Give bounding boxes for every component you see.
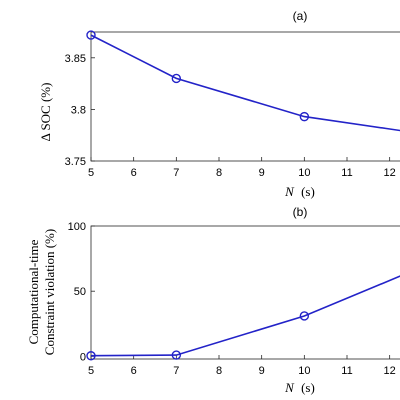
panel-b-x-axis-var: N — [284, 380, 295, 395]
panel-a-data-point — [86, 30, 96, 40]
panel-b: (b) 5 6 7 8 9 10 11 12 0 50 100 Computational-tim… — [26, 205, 400, 395]
panel-a-x-axis-var: N — [284, 184, 295, 199]
panel-a-x-ticks: 5 6 7 8 9 10 11 12 — [88, 157, 396, 179]
panel-a: (a) 5 6 7 8 9 10 11 12 3.75 3.8 3.85 Δ SOC (%) N … — [38, 9, 400, 199]
panel-b-y-axis-label-line1: Computational-time — [26, 239, 41, 344]
panel-b-series — [86, 275, 400, 361]
panel-a-y-tick-label: 3.75 — [65, 156, 86, 168]
panel-a-x-tick-label: 6 — [131, 167, 137, 179]
panel-b-y-axis-label-line2: Constraint violation (%) — [42, 229, 57, 355]
panel-a-title: (a) — [293, 9, 308, 23]
panel-b-y-tick-label: 100 — [68, 221, 86, 233]
panel-a-x-tick-label: 12 — [384, 167, 396, 179]
panel-b-x-tick-label: 8 — [216, 365, 222, 377]
panel-b-x-tick-label: 5 — [88, 365, 94, 377]
panel-a-plot-frame — [90, 31, 400, 162]
panel-b-data-point — [171, 350, 182, 360]
panel-b-x-tick-label: 12 — [384, 365, 396, 377]
panel-a-series — [86, 30, 400, 132]
panel-b-y-tick-label: 0 — [80, 351, 86, 363]
panel-b-x-tick-label: 6 — [131, 365, 137, 377]
panel-b-y-tick-label: 50 — [74, 286, 86, 298]
panel-b-x-tick-label: 10 — [298, 365, 310, 377]
panel-a-y-ticks: 3.75 3.8 3.85 — [65, 53, 95, 168]
panel-a-series-line — [90, 34, 400, 132]
panel-a-x-tick-label: 10 — [298, 167, 310, 179]
panel-b-y-ticks: 0 50 100 — [68, 221, 95, 363]
panel-b-plot-frame — [90, 225, 400, 360]
panel-a-x-tick-label: 9 — [259, 167, 265, 179]
panel-b-x-tick-label: 7 — [173, 365, 179, 377]
panel-b-data-point — [299, 311, 310, 321]
panel-a-y-tick-label: 3.85 — [65, 53, 86, 65]
panel-b-x-axis-label: N (s) — [284, 380, 315, 395]
panel-a-data-point — [299, 111, 310, 122]
panel-b-x-ticks: 5 6 7 8 9 10 11 12 — [88, 355, 396, 377]
panel-a-data-point — [171, 73, 182, 84]
panel-a-y-axis-label: Δ SOC (%) — [38, 83, 53, 142]
panel-b-series-line — [90, 275, 400, 357]
panel-a-x-tick-label: 5 — [88, 167, 94, 179]
panel-b-x-tick-label: 11 — [341, 365, 352, 377]
panel-a-x-axis-unit: (s) — [301, 184, 315, 199]
panel-b-title: (b) — [293, 205, 308, 219]
panel-a-x-axis-label: N (s) — [284, 184, 315, 199]
panel-a-x-tick-label: 7 — [173, 167, 179, 179]
panel-a-y-tick-label: 3.8 — [71, 104, 86, 116]
panel-b-x-tick-label: 9 — [259, 365, 265, 377]
panel-a-x-tick-label: 8 — [216, 167, 222, 179]
panel-b-data-point — [86, 351, 96, 361]
panel-a-x-tick-label: 11 — [341, 167, 352, 179]
panel-b-x-axis-unit: (s) — [301, 380, 315, 395]
